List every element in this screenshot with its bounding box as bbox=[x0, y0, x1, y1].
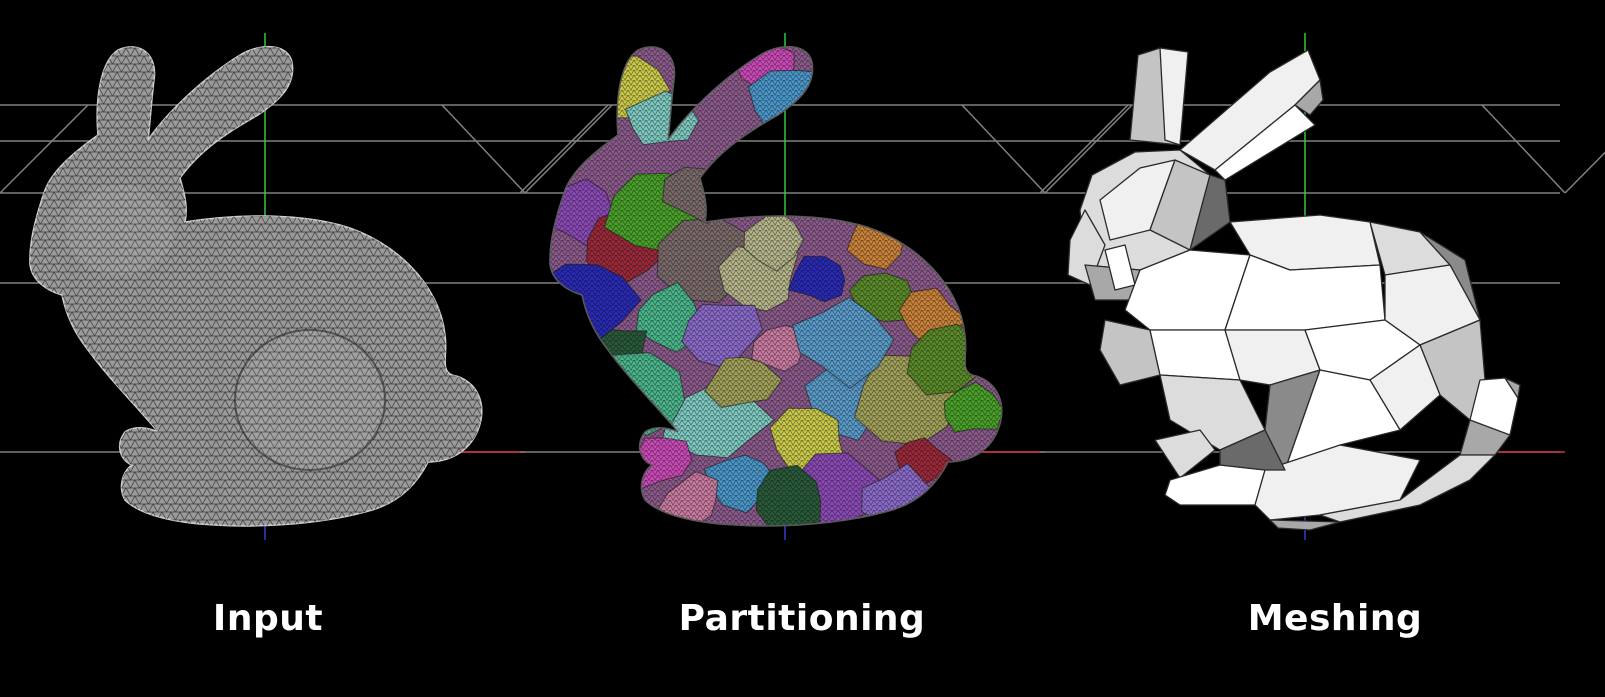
grid-line bbox=[524, 104, 613, 194]
grid-line bbox=[961, 104, 1046, 194]
grid-line bbox=[519, 104, 609, 194]
panel-input bbox=[0, 33, 613, 540]
mesh-face bbox=[1284, 369, 1401, 471]
mesh-face bbox=[1504, 377, 1521, 399]
haunch-shading bbox=[234, 329, 386, 471]
caption-partitioning: Partitioning bbox=[678, 598, 926, 639]
mesh-face bbox=[1219, 429, 1286, 471]
bunny-outline bbox=[549, 45, 1003, 527]
mesh-face bbox=[1269, 519, 1341, 531]
wireframe-overlay bbox=[29, 46, 482, 526]
grid-line bbox=[1481, 104, 1566, 194]
grid-line bbox=[1039, 104, 1129, 194]
mesh-face bbox=[1159, 47, 1189, 146]
grid-line bbox=[1564, 151, 1605, 194]
head-shading bbox=[65, 185, 175, 275]
caption-meshing: Meshing bbox=[1247, 598, 1423, 639]
mesh-face bbox=[1149, 329, 1241, 381]
panel-partitioning bbox=[519, 33, 1133, 540]
mesh-face bbox=[1419, 319, 1486, 421]
mesh-face bbox=[1099, 319, 1161, 386]
partition-wireframe bbox=[549, 46, 1002, 526]
grid-line bbox=[441, 104, 526, 194]
grid-line bbox=[0, 104, 89, 194]
bunny-wireframe-model bbox=[29, 45, 483, 527]
panel-meshing bbox=[1039, 33, 1605, 540]
grid-line bbox=[1044, 104, 1133, 194]
caption-input: Input bbox=[212, 598, 324, 639]
bunny-meshed-model bbox=[1067, 47, 1521, 531]
mesh-face bbox=[1294, 79, 1324, 116]
bunny-partitioned-model bbox=[549, 45, 1003, 527]
mesh-face bbox=[1319, 454, 1496, 523]
mesh-face bbox=[1154, 429, 1216, 479]
mesh-face bbox=[1214, 104, 1316, 181]
partition-regions bbox=[549, 46, 1002, 526]
